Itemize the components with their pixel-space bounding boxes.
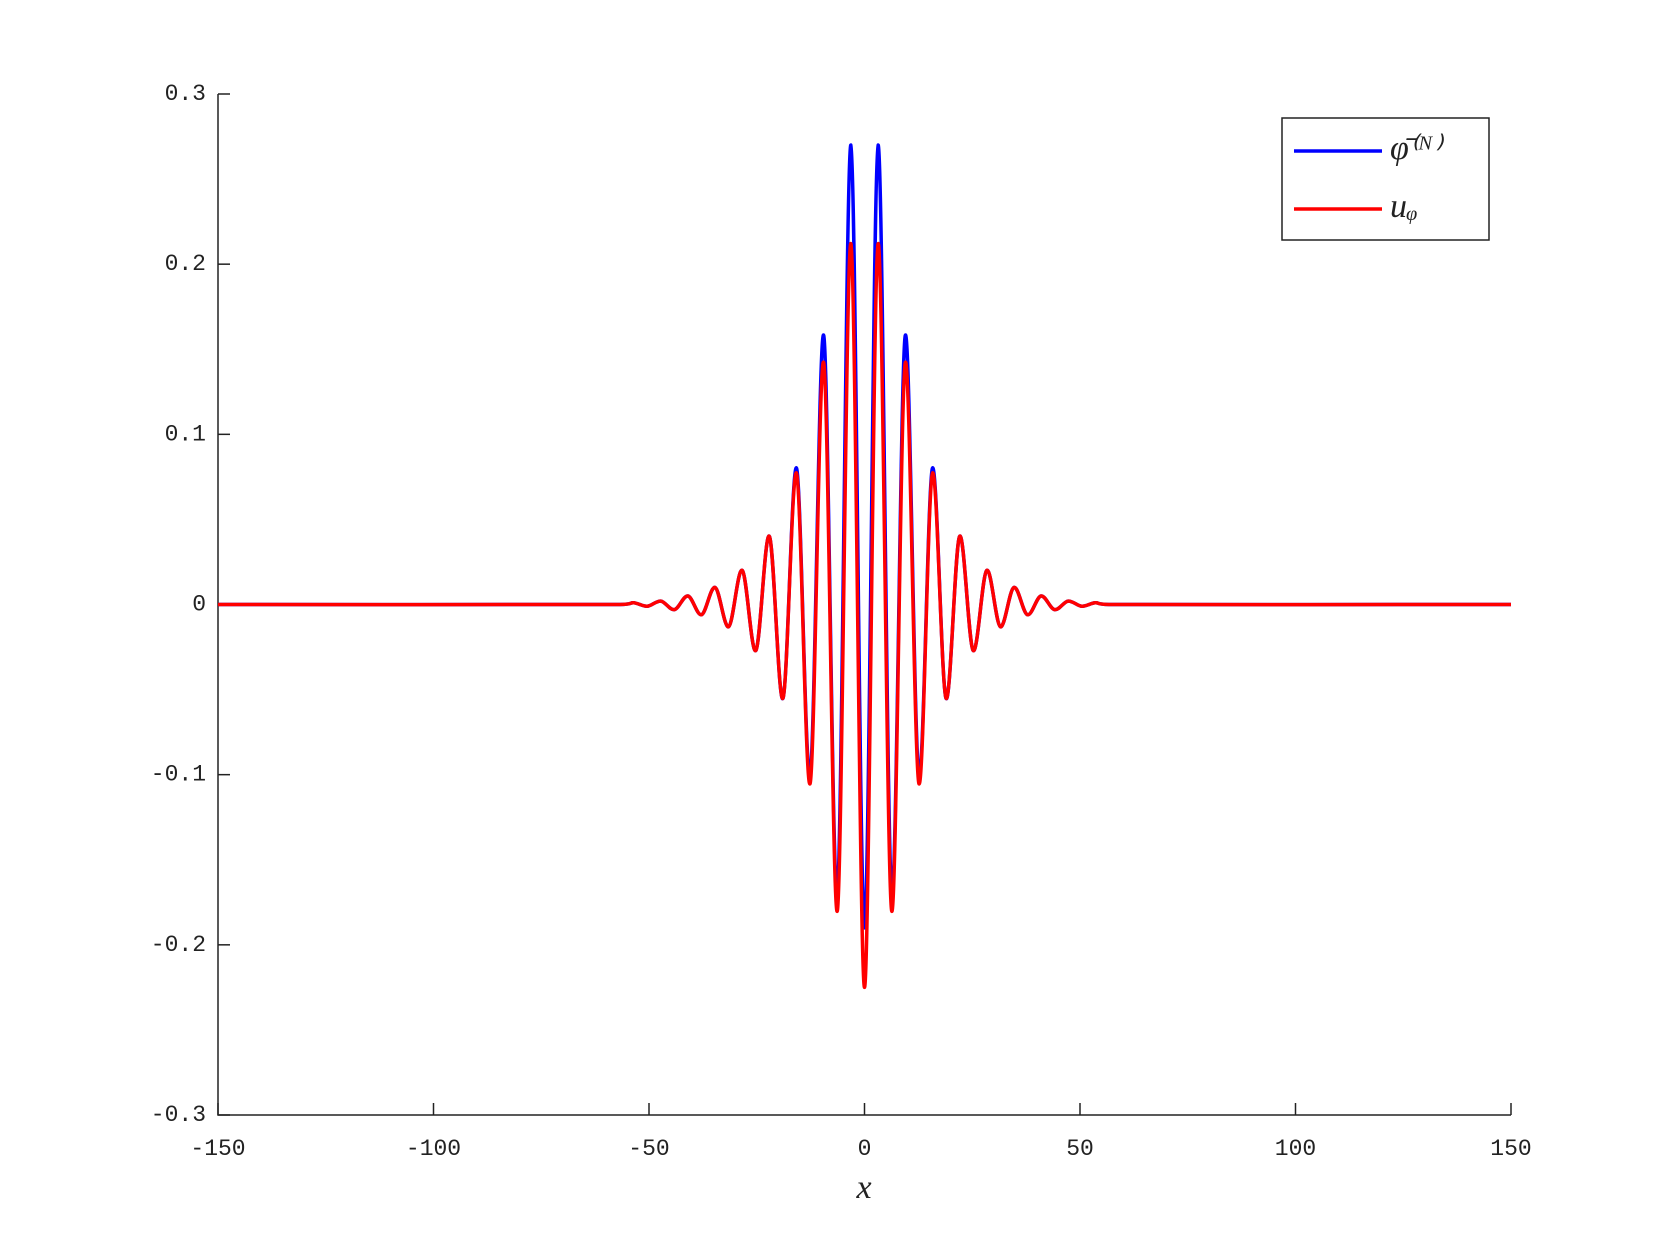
legend: φ̄⁽ᴺ⁾ uᵩ	[1281, 117, 1490, 241]
x-tick-label: 100	[1275, 1136, 1316, 1162]
legend-label: φ̄⁽ᴺ⁾	[1390, 130, 1445, 167]
y-tick-label: -0.3	[151, 1102, 206, 1128]
y-tick-label: -0.2	[151, 932, 206, 958]
y-tick-label: 0.2	[165, 251, 206, 277]
x-axis-label: x	[855, 1169, 871, 1206]
data-line	[217, 143, 1512, 930]
y-tick-label: 0	[192, 592, 206, 618]
y-tick-label: 0.3	[165, 81, 206, 107]
x-tick-label: -100	[406, 1136, 461, 1162]
y-tick-label: -0.1	[151, 762, 206, 788]
x-tick-label: -150	[190, 1136, 245, 1162]
legend-box	[1281, 117, 1490, 241]
legend-label: uᵩ	[1390, 188, 1417, 225]
data-line	[217, 241, 1512, 990]
y-tick-label: 0.1	[165, 421, 206, 447]
x-tick-label: -50	[628, 1136, 669, 1162]
x-tick-label: 150	[1490, 1136, 1531, 1162]
x-tick-label: 0	[858, 1136, 872, 1162]
x-tick-label: 50	[1066, 1136, 1094, 1162]
